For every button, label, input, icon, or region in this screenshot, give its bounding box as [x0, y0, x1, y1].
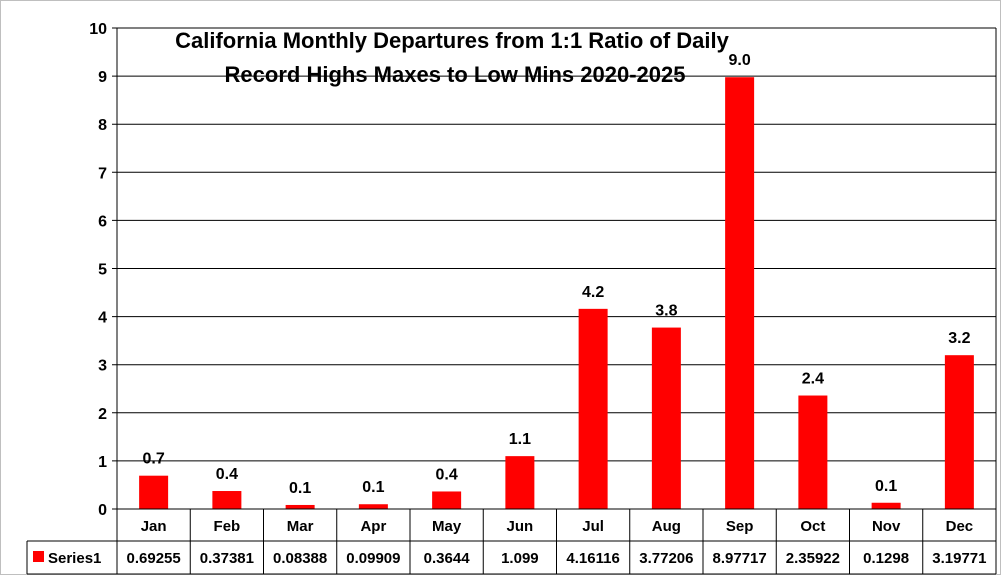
- bar-nov: [871, 502, 901, 509]
- y-tick-label-9: 9: [98, 69, 107, 86]
- bars: [139, 77, 974, 509]
- bar-may: [432, 491, 462, 509]
- table-value-nov: 0.1298: [863, 550, 909, 567]
- data-label-may: 0.4: [436, 466, 458, 483]
- data-label-jan: 0.7: [143, 451, 165, 468]
- data-label-mar: 0.1: [289, 480, 311, 497]
- table-value-feb: 0.37381: [200, 550, 254, 567]
- data-label-jul: 4.2: [582, 284, 604, 301]
- data-label-nov: 0.1: [875, 478, 897, 495]
- category-label-nov: Nov: [872, 518, 901, 535]
- category-label-jul: Jul: [582, 518, 604, 535]
- data-label-aug: 3.8: [655, 303, 677, 320]
- bar-jul: [578, 308, 608, 509]
- table-value-apr: 0.09909: [346, 550, 400, 567]
- y-tick-label-4: 4: [98, 310, 107, 327]
- y-tick-label-0: 0: [98, 502, 107, 519]
- data-label-apr: 0.1: [362, 479, 384, 496]
- bar-oct: [798, 395, 828, 509]
- table-value-aug: 3.77206: [639, 550, 693, 567]
- category-label-jan: Jan: [141, 518, 167, 535]
- category-label-apr: Apr: [360, 518, 386, 535]
- data-label-feb: 0.4: [216, 466, 238, 483]
- bar-feb: [212, 491, 242, 509]
- category-label-jun: Jun: [507, 518, 534, 535]
- chart-title-line-2: Record Highs Maxes to Low Mins 2020-2025: [225, 62, 686, 87]
- data-label-jun: 1.1: [509, 431, 531, 448]
- y-tick-label-7: 7: [98, 165, 107, 182]
- table-value-jan: 0.69255: [127, 550, 181, 567]
- table-value-oct: 2.35922: [786, 550, 840, 567]
- y-tick-label-8: 8: [98, 117, 107, 134]
- legend-key-series1: [33, 551, 44, 562]
- bar-dec: [944, 355, 974, 509]
- chart-title-line-1: California Monthly Departures from 1:1 R…: [175, 28, 730, 53]
- category-label-dec: Dec: [946, 518, 974, 535]
- bar-aug: [651, 327, 681, 509]
- bar-jun: [505, 456, 535, 509]
- category-label-aug: Aug: [652, 518, 681, 535]
- table-value-may: 0.3644: [424, 550, 471, 567]
- category-label-mar: Mar: [287, 518, 314, 535]
- data-labels: 0.7 0.4 0.1 0.1 0.4 1.1 4.2 3.8 9.0 2.4 0.1 3.2: [143, 52, 971, 497]
- data-label-sep: 9.0: [729, 52, 751, 69]
- data-label-dec: 3.2: [948, 330, 970, 347]
- table-value-dec: 3.19771: [932, 550, 986, 567]
- category-label-oct: Oct: [800, 518, 825, 535]
- data-label-oct: 2.4: [802, 371, 824, 388]
- y-tick-label-10: 10: [89, 21, 107, 38]
- category-label-may: May: [432, 518, 462, 535]
- bar-apr: [358, 504, 388, 509]
- y-tick-label-6: 6: [98, 213, 107, 230]
- legend-label-series1: Series1: [48, 550, 101, 567]
- bar-jan: [139, 475, 169, 509]
- data-table: Jan Feb Mar Apr May Jun Jul Aug Sep Oct Nov Dec Seri…: [26, 508, 996, 575]
- y-tick-label-2: 2: [98, 406, 107, 423]
- table-value-mar: 0.08388: [273, 550, 327, 567]
- bar-mar: [285, 504, 315, 509]
- table-value-jun: 1.099: [501, 550, 539, 567]
- y-axis-ticks: 0 1 2 3 4 5 6 7 8 9 10: [89, 21, 107, 519]
- y-tick-label-5: 5: [98, 262, 107, 279]
- category-label-sep: Sep: [726, 518, 754, 535]
- bar-sep: [725, 77, 755, 509]
- y-tick-label-3: 3: [98, 358, 107, 375]
- table-value-sep: 8.97717: [713, 550, 767, 567]
- y-tick-label-1: 1: [98, 454, 107, 471]
- category-label-feb: Feb: [214, 518, 241, 535]
- table-value-jul: 4.16116: [566, 550, 619, 567]
